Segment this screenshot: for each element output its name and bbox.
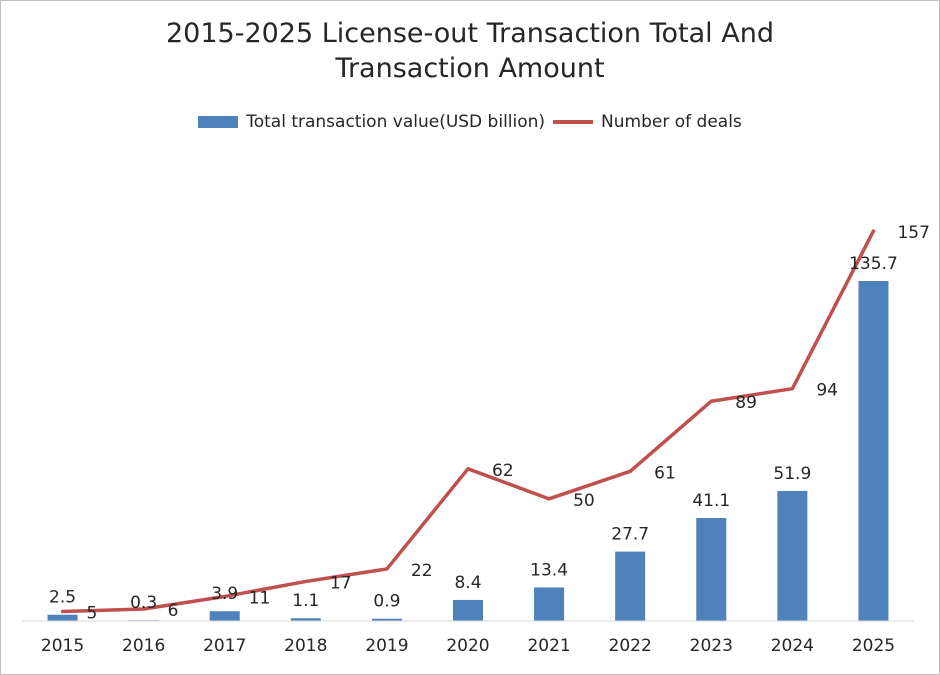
bar-2022 xyxy=(615,551,646,621)
bar-label-2024: 51.9 xyxy=(773,464,811,484)
bar-label-2023: 41.1 xyxy=(692,491,730,511)
line-label-2019: 22 xyxy=(411,561,433,581)
x-tick-2023: 2023 xyxy=(690,636,733,656)
x-tick-2020: 2020 xyxy=(446,636,489,656)
bar-2015 xyxy=(47,614,78,621)
line-label-2021: 50 xyxy=(573,491,595,511)
chart-title: 2015-2025 License-out Transaction Total … xyxy=(0,16,940,86)
x-tick-2015: 2015 xyxy=(41,636,84,656)
bar-label-2020: 8.4 xyxy=(454,573,481,593)
bar-label-2018: 1.1 xyxy=(292,591,319,611)
line-label-2020: 62 xyxy=(492,461,514,481)
bar-label-2015: 2.5 xyxy=(49,588,76,608)
bar-label-2022: 27.7 xyxy=(611,525,649,545)
line-label-2025: 157 xyxy=(897,223,929,243)
bar-2024 xyxy=(777,490,808,621)
bar-label-2025: 135.7 xyxy=(849,254,898,274)
bar-label-2016: 0.3 xyxy=(130,593,157,613)
line-label-2022: 61 xyxy=(654,463,676,483)
bar-2018 xyxy=(290,618,321,621)
bar-2017 xyxy=(209,611,240,621)
x-tick-2024: 2024 xyxy=(771,636,814,656)
deals-line xyxy=(60,229,876,614)
chart-legend: Total transaction value(USD billion) Num… xyxy=(0,112,940,132)
legend-item-line: Number of deals xyxy=(553,112,742,132)
legend-bar-label: Total transaction value(USD billion) xyxy=(246,112,546,132)
bar-2021 xyxy=(534,587,565,621)
bar-2019 xyxy=(371,618,402,621)
bar-label-2019: 0.9 xyxy=(373,592,400,612)
x-tick-2021: 2021 xyxy=(527,636,570,656)
x-tick-2022: 2022 xyxy=(609,636,652,656)
line-label-2016: 6 xyxy=(168,601,179,621)
x-tick-2019: 2019 xyxy=(365,636,408,656)
bar-2020 xyxy=(453,599,483,621)
bar-label-2021: 13.4 xyxy=(530,560,568,580)
x-tick-2017: 2017 xyxy=(203,636,246,656)
bar-label-2017: 3.9 xyxy=(211,584,238,604)
line-label-2018: 17 xyxy=(330,573,352,593)
line-label-2024: 94 xyxy=(816,381,838,401)
line-label-2017: 11 xyxy=(249,588,271,608)
x-tick-2025: 2025 xyxy=(852,636,895,656)
legend-line-label: Number of deals xyxy=(601,112,742,132)
chart-title-line-1: 2015-2025 License-out Transaction Total … xyxy=(166,18,774,49)
line-label-2023: 89 xyxy=(735,393,757,413)
x-tick-2018: 2018 xyxy=(284,636,327,656)
legend-bar-swatch xyxy=(198,116,239,128)
legend-item-bar: Total transaction value(USD billion) xyxy=(198,112,545,132)
x-tick-2016: 2016 xyxy=(122,636,165,656)
line-label-2015: 5 xyxy=(87,603,98,623)
bar-2025 xyxy=(858,281,889,621)
chart-title-line-2: Transaction Amount xyxy=(335,53,605,84)
legend-line-swatch xyxy=(553,120,594,124)
bar-2023 xyxy=(696,518,727,621)
